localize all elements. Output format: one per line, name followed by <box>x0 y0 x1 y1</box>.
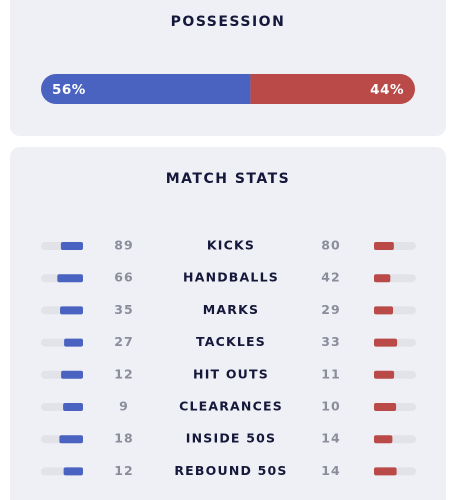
home-bar <box>63 467 83 476</box>
home-bar <box>60 306 83 315</box>
home-bar <box>57 274 83 283</box>
home-value: 66 <box>114 270 133 285</box>
stat-label: TACKLES <box>196 334 266 349</box>
possession-title: POSSESSION <box>171 14 286 30</box>
away-bar <box>374 467 397 476</box>
home-bar <box>61 370 83 379</box>
stat-label: REBOUND 50S <box>174 463 287 478</box>
away-bar <box>374 435 393 444</box>
stat-label: MARKS <box>203 302 259 317</box>
away-bar <box>374 242 394 250</box>
home-bar <box>64 338 83 347</box>
possession-home-bar <box>41 74 251 104</box>
home-value: 89 <box>114 238 133 253</box>
home-value: 9 <box>119 399 129 414</box>
home-value: 27 <box>114 334 133 349</box>
stat-label: KICKS <box>207 238 255 253</box>
stats-card <box>10 147 446 500</box>
away-value: 11 <box>321 366 340 381</box>
stat-label: CLEARANCES <box>179 399 283 414</box>
away-bar <box>374 403 397 411</box>
home-bar <box>59 435 83 444</box>
away-value: 14 <box>321 431 340 446</box>
stat-label: INSIDE 50S <box>186 431 276 446</box>
possession-home-label: 56% <box>52 82 86 98</box>
away-bar <box>374 306 394 315</box>
away-value: 14 <box>321 463 340 478</box>
home-value: 18 <box>114 431 133 446</box>
away-value: 10 <box>321 399 340 414</box>
home-value: 35 <box>114 302 133 317</box>
away-bar <box>374 370 395 379</box>
away-value: 29 <box>321 302 340 317</box>
home-bar <box>63 403 83 411</box>
away-bar <box>374 338 398 347</box>
away-value: 33 <box>321 334 340 349</box>
possession-away-label: 44% <box>370 82 404 98</box>
home-value: 12 <box>114 366 133 381</box>
stats-title: MATCH STATS <box>166 171 291 187</box>
stat-label: HANDBALLS <box>183 270 279 285</box>
stat-label: HIT OUTS <box>193 366 269 381</box>
away-bar <box>374 274 391 283</box>
possession-away-bar <box>250 74 415 104</box>
away-value: 42 <box>321 270 340 285</box>
away-value: 80 <box>321 238 340 253</box>
home-bar <box>60 242 83 250</box>
home-value: 12 <box>114 463 133 478</box>
